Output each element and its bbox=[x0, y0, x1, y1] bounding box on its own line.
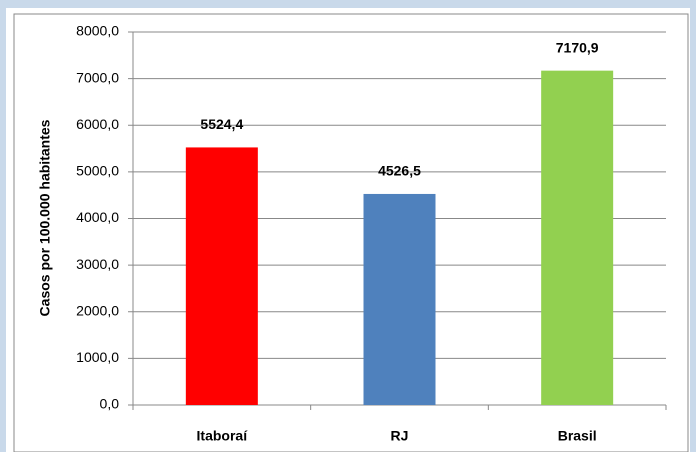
bar bbox=[541, 70, 614, 405]
data-label: 7170,9 bbox=[556, 39, 599, 55]
y-axis-label: Casos por 100.000 habitantes bbox=[37, 119, 53, 316]
y-tick-label: 5000,0 bbox=[76, 163, 119, 179]
data-label: 4526,5 bbox=[378, 163, 421, 179]
y-tick-label: 6000,0 bbox=[76, 116, 119, 132]
bar bbox=[363, 193, 436, 405]
y-tick-label: 4000,0 bbox=[76, 209, 119, 225]
y-tick-label: 2000,0 bbox=[76, 302, 119, 318]
data-label: 5524,4 bbox=[200, 116, 243, 132]
y-tick-label: 0,0 bbox=[100, 396, 120, 412]
x-tick-label: Brasil bbox=[558, 428, 597, 444]
y-tick-label: 8000,0 bbox=[76, 23, 119, 39]
y-tick-label: 7000,0 bbox=[76, 69, 119, 85]
y-tick-label: 1000,0 bbox=[76, 349, 119, 365]
bar bbox=[185, 147, 258, 405]
x-tick-label: Itaboraí bbox=[197, 428, 249, 444]
x-tick-label: RJ bbox=[391, 428, 409, 444]
y-tick-label: 3000,0 bbox=[76, 256, 119, 272]
